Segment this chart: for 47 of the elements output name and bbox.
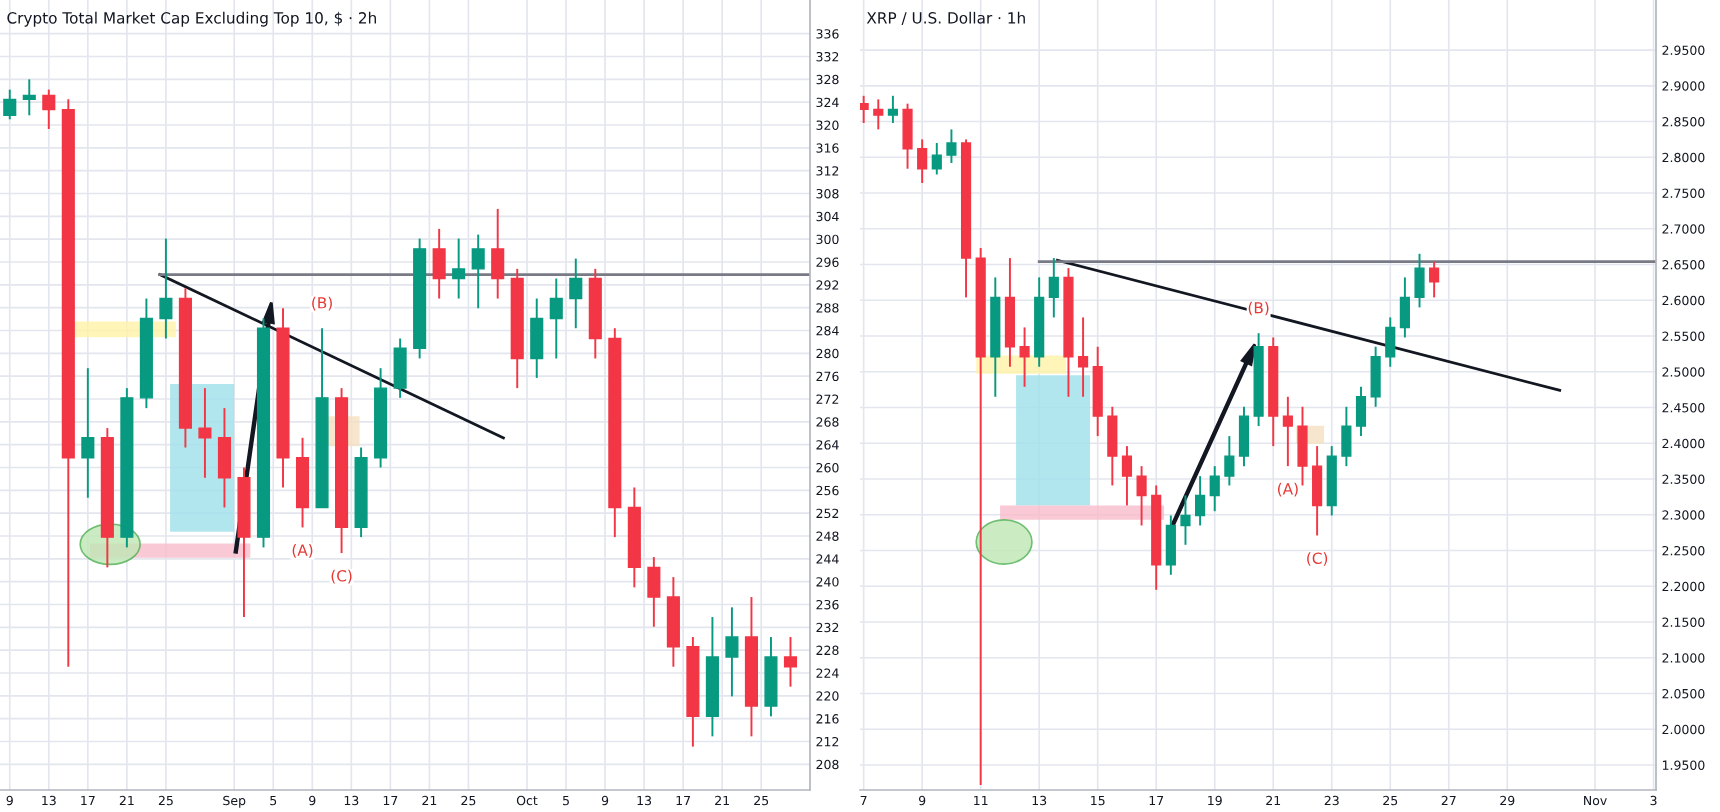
candlestick [42, 88, 56, 130]
candlestick [1282, 395, 1293, 468]
candlestick [1238, 405, 1250, 468]
candlestick [902, 102, 913, 170]
candlestick [81, 367, 95, 499]
candlestick [452, 237, 466, 300]
candlestick [471, 233, 485, 310]
candlestick [1355, 385, 1367, 438]
candlestick [931, 142, 942, 176]
candlestick [491, 207, 505, 300]
candlestick [1077, 316, 1089, 398]
candlestick [1312, 445, 1323, 537]
candlestick [1048, 257, 1059, 319]
candlestick [1370, 345, 1381, 408]
candlestick [887, 94, 898, 124]
candlestick [569, 257, 583, 330]
candlestick [1341, 405, 1352, 468]
candlestick [198, 387, 212, 479]
candlestick [1019, 326, 1030, 388]
candlestick [1297, 405, 1308, 487]
candlestick [1224, 435, 1235, 487]
candlestick [783, 636, 798, 688]
candlestick [217, 407, 232, 509]
candlestick [159, 237, 173, 340]
candlestick [393, 337, 407, 399]
candlestick [1414, 252, 1425, 309]
candlestick [873, 98, 884, 131]
candlestick [946, 128, 957, 164]
candlestick [1399, 276, 1410, 339]
candlestick [647, 556, 661, 628]
candlestick [1195, 475, 1206, 527]
candlestick [1121, 445, 1133, 507]
candlestick [1180, 494, 1191, 546]
candlestick [432, 227, 446, 300]
candlestick [549, 277, 563, 360]
candlestick [1165, 514, 1176, 576]
candlestick [1429, 260, 1440, 299]
candlestick [1136, 465, 1147, 527]
candlestick [1209, 465, 1220, 513]
candlestick [1385, 316, 1396, 368]
candlestick [22, 78, 36, 117]
candlestick [725, 606, 739, 698]
candlestick [3, 88, 17, 121]
candlestick [860, 94, 869, 124]
candlestick [530, 297, 544, 379]
candlestick [917, 138, 928, 184]
candlestick [1107, 405, 1118, 487]
